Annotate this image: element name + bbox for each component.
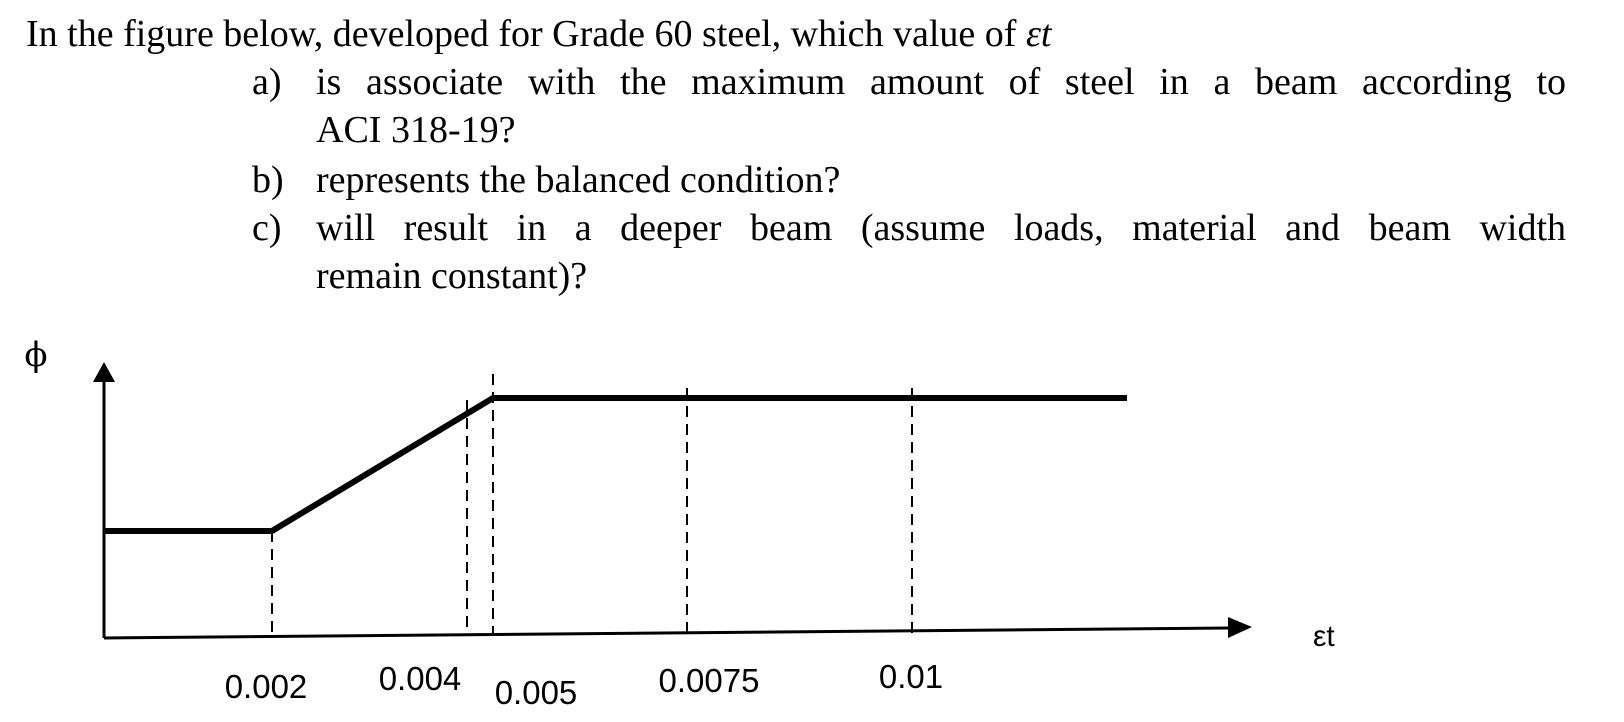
item-letter-c: c) bbox=[252, 207, 282, 249]
x-axis-label: εt bbox=[1313, 620, 1335, 653]
epsilon-t-symbol: εt bbox=[1025, 13, 1052, 55]
item-letter-b: b) bbox=[252, 159, 284, 201]
x-axis bbox=[103, 626, 1231, 640]
question-intro-text: In the figure below, developed for Grade… bbox=[26, 13, 1026, 55]
x-tick-label-0.002: 0.002 bbox=[225, 668, 308, 705]
y-axis-label: ϕ bbox=[24, 335, 47, 375]
phi-curve-series-0 bbox=[104, 395, 1127, 534]
x-tick-label-0.005: 0.005 bbox=[495, 674, 578, 711]
item-b-line-1: represents the balanced condition? bbox=[316, 159, 841, 201]
item-c-line-2: remain constant)? bbox=[316, 255, 588, 297]
x-axis-arrowhead bbox=[1228, 617, 1252, 638]
item-a-line-2: ACI 318-19? bbox=[316, 109, 516, 151]
x-tick-label-0.004: 0.004 bbox=[379, 660, 462, 697]
x-tick-label-0.0075: 0.0075 bbox=[659, 662, 760, 699]
x-tick-label-0.01: 0.01 bbox=[879, 658, 943, 695]
question-intro: In the figure below, developed for Grade… bbox=[26, 12, 1051, 56]
item-a-line-1: is associate with the maximum amount of … bbox=[316, 61, 1566, 103]
item-c-line-1: will result in a deeper beam (assume loa… bbox=[316, 207, 1566, 249]
y-axis-arrowhead bbox=[93, 362, 115, 382]
item-letter-a: a) bbox=[252, 61, 282, 103]
